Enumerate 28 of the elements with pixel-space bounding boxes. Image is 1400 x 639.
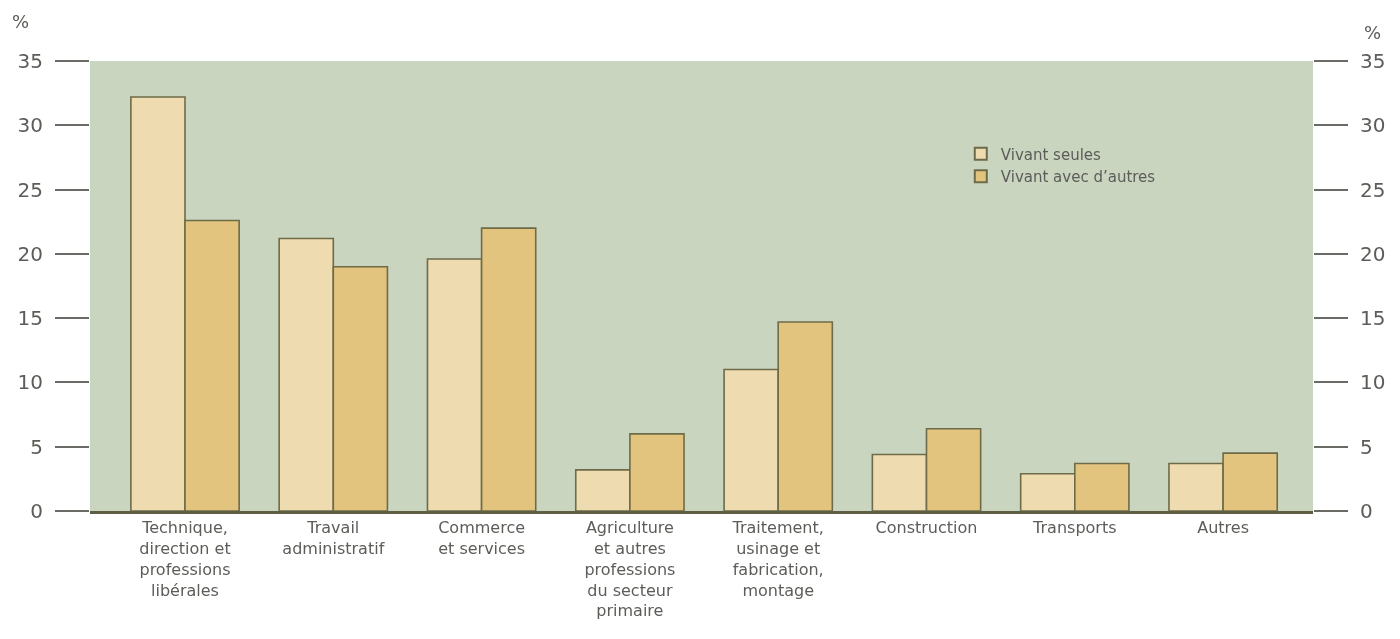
legend-label: Vivant seules [1000, 145, 1102, 164]
y2-tick-label: 15 [1360, 306, 1386, 331]
y2-axis-title: % [1364, 22, 1382, 43]
y-axis-title: % [12, 11, 30, 32]
y-tick-label: 35 [17, 49, 43, 73]
x-tick-label: Travail administratif [282, 518, 385, 558]
y-tick-label: 15 [17, 306, 43, 331]
y-tick-label: 10 [17, 370, 43, 395]
x-tick-label: Technique, direction et professions libérales [139, 518, 231, 600]
legend-label: Vivant avec d’autres [1000, 168, 1156, 187]
y-tick-label: 0 [30, 499, 43, 523]
y2-tick-label: 0 [1360, 499, 1373, 523]
x-tick-label: Traitement, usinage et fabrication, montage [731, 518, 824, 600]
y-tick-label: 20 [17, 241, 43, 266]
y2-tick-label: 20 [1360, 241, 1386, 266]
y-tick-label: 25 [17, 177, 43, 202]
y-tick-label: 30 [17, 113, 43, 138]
x-tick-label: Construction [875, 518, 978, 538]
y2-tick-label: 30 [1360, 113, 1386, 138]
x-tick-label: Autres [1197, 518, 1249, 538]
y-tick-label: 5 [30, 434, 43, 459]
y2-tick-label: 10 [1360, 370, 1386, 395]
y2-tick-label: 35 [1360, 49, 1386, 73]
y2-tick-label: 5 [1360, 434, 1373, 459]
x-tick-label: Agriculture et autres professions du secteur primaire [584, 518, 676, 621]
x-tick-label: Transports [1032, 518, 1117, 538]
y2-tick-label: 25 [1360, 177, 1386, 202]
x-tick-label: Commerce et services [438, 518, 526, 558]
